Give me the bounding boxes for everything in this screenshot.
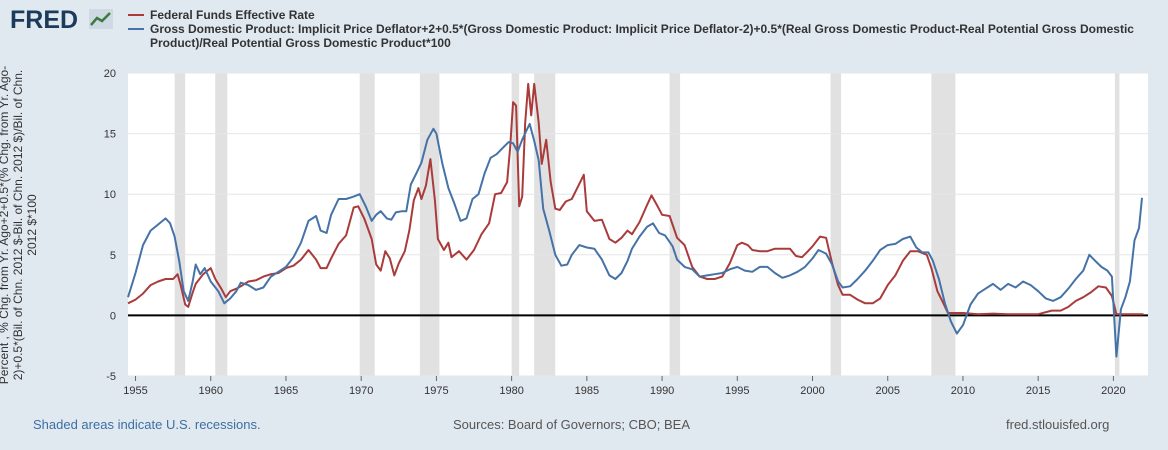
y-tick-10: 10 bbox=[104, 189, 116, 201]
x-tick-1960: 1960 bbox=[199, 385, 223, 397]
x-tick-1965: 1965 bbox=[274, 385, 298, 397]
y-axis-label: Percent , % Chg. from Yr. Ago+2+0.5*(% C… bbox=[0, 65, 39, 385]
gridlines bbox=[128, 72, 1148, 377]
recession-band-9 bbox=[1114, 73, 1120, 376]
y-tick-15: 15 bbox=[104, 129, 116, 141]
x-tick-2020: 2020 bbox=[1101, 385, 1125, 397]
y-tick-labels: -5 0 5 10 15 20 bbox=[104, 68, 116, 383]
sources-text: Sources: Board of Governors; CBO; BEA bbox=[453, 417, 690, 432]
y-tick-20: 20 bbox=[104, 68, 116, 80]
series-lines bbox=[127, 82, 1144, 358]
x-tick-1985: 1985 bbox=[575, 385, 599, 397]
y-tick-5: 5 bbox=[110, 250, 116, 262]
series-line-0 bbox=[127, 82, 1144, 316]
series-line-1 bbox=[127, 122, 1143, 358]
legend-swatch-fed-funds bbox=[128, 14, 144, 16]
x-tick-1995: 1995 bbox=[725, 385, 749, 397]
fred-chart-icon bbox=[89, 9, 113, 29]
x-tick-labels: 1955 1960 1965 1970 1975 1980 1985 1990 1995 2000… bbox=[123, 376, 1126, 397]
x-tick-1980: 1980 bbox=[499, 385, 523, 397]
legend-item-gdp-rule: Gross Domestic Product: Implicit Price D… bbox=[128, 22, 1148, 50]
recession-band-8 bbox=[931, 73, 956, 376]
x-tick-1955: 1955 bbox=[123, 385, 147, 397]
x-tick-2015: 2015 bbox=[1026, 385, 1050, 397]
recession-band-1 bbox=[215, 73, 228, 376]
x-tick-2000: 2000 bbox=[800, 385, 824, 397]
recession-note-link[interactable]: Shaded areas indicate U.S. recessions. bbox=[33, 417, 261, 432]
x-tick-1990: 1990 bbox=[650, 385, 674, 397]
x-tick-2005: 2005 bbox=[875, 385, 899, 397]
legend-label-gdp-rule: Gross Domestic Product: Implicit Price D… bbox=[150, 22, 1134, 50]
y-tick--5: -5 bbox=[106, 371, 116, 383]
recession-band-5 bbox=[534, 73, 556, 376]
site-link[interactable]: fred.stlouisfed.org bbox=[1006, 417, 1110, 432]
x-tick-1970: 1970 bbox=[349, 385, 373, 397]
y-tick-0: 0 bbox=[110, 310, 116, 322]
fred-logo[interactable]: FRED bbox=[10, 6, 79, 34]
x-tick-1975: 1975 bbox=[424, 385, 448, 397]
legend-label-fed-funds: Federal Funds Effective Rate bbox=[150, 8, 315, 22]
legend-item-fed-funds: Federal Funds Effective Rate bbox=[128, 8, 1148, 22]
legend: Federal Funds Effective Rate Gross Domes… bbox=[128, 8, 1148, 50]
recession-band-0 bbox=[174, 73, 186, 376]
legend-swatch-gdp-rule bbox=[128, 28, 144, 30]
recession-band-4 bbox=[511, 73, 520, 376]
x-tick-2010: 2010 bbox=[951, 385, 975, 397]
recession-band-6 bbox=[669, 73, 681, 376]
recession-band-7 bbox=[830, 73, 842, 376]
